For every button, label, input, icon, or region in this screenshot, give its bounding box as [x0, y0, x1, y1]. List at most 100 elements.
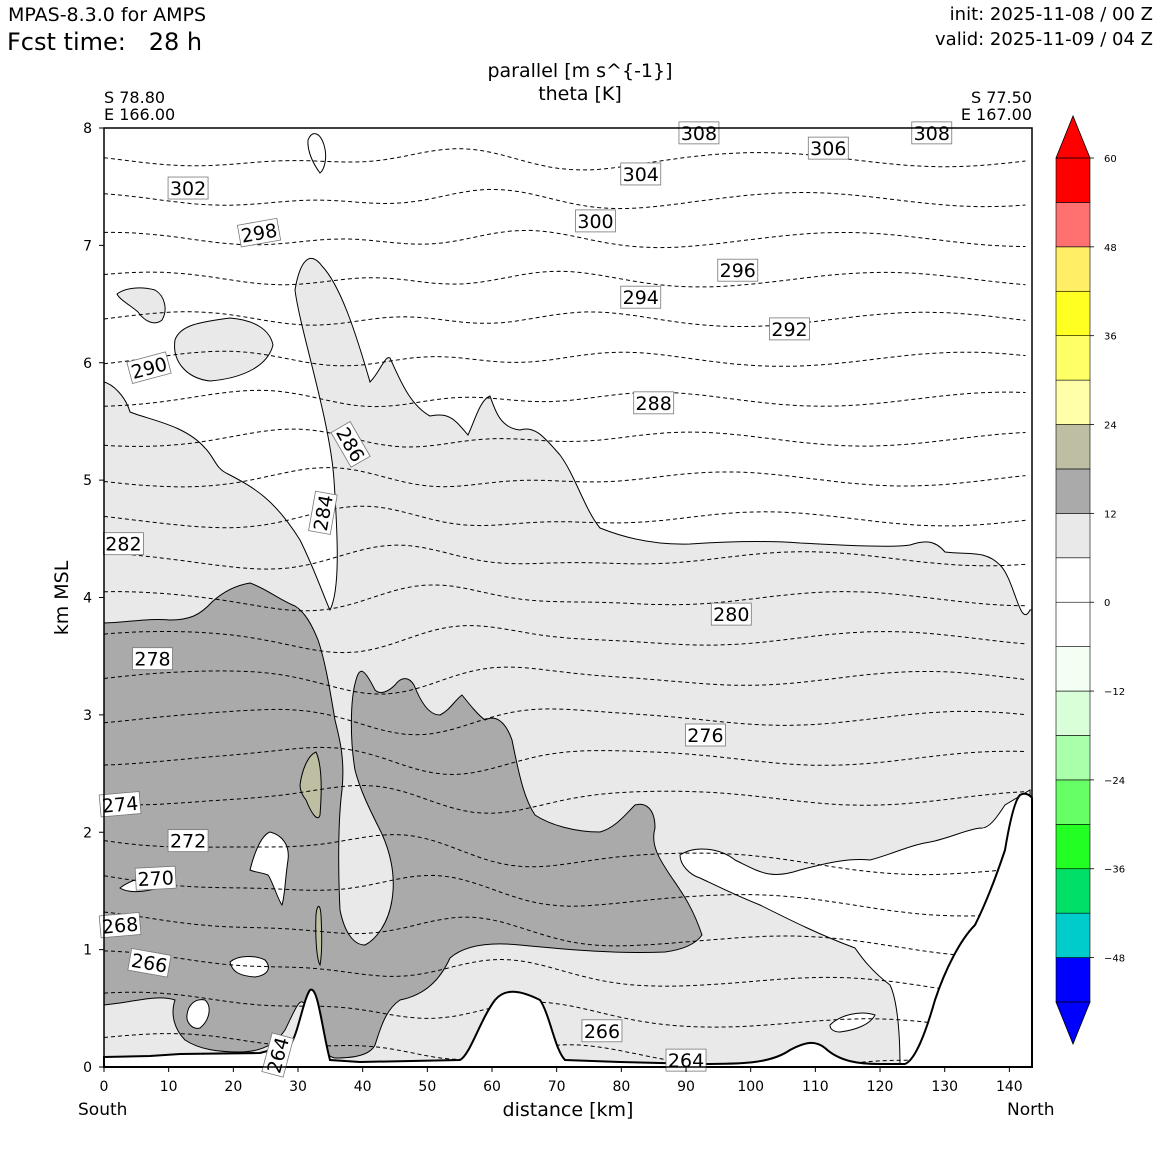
colorbar-tick-label: −12 [1104, 687, 1125, 698]
wind-shade-olive-blob [299, 751, 322, 819]
colorbar-under-arrow [1055, 1001, 1091, 1046]
colorbar-segment [1055, 335, 1091, 381]
y-tick-label: 0 [83, 1060, 92, 1076]
theta-contour-label: 288 [633, 391, 675, 415]
wind-shade-dark-region [104, 582, 703, 1059]
colorbar-segment [1055, 912, 1091, 958]
theta-contour-label: 308 [911, 121, 953, 145]
x-tick-label: 140 [996, 1079, 1023, 1095]
theta-contour-label: 282 [103, 532, 144, 556]
x-tick-label: 40 [354, 1079, 372, 1095]
contour-label-box [236, 217, 282, 248]
contour-label-text: 288 [636, 393, 672, 415]
wind-shade-light-blob [174, 317, 274, 382]
x-tick-label: 60 [483, 1079, 501, 1095]
theta-contour-line [104, 708, 1026, 736]
contour-label-box [132, 647, 173, 671]
theta-contour-label: 278 [132, 647, 173, 671]
north-label: North [1007, 1100, 1055, 1120]
y-tick-label: 2 [83, 825, 92, 841]
colorbar-tick-label: −24 [1104, 776, 1125, 787]
theta-contour-line [104, 389, 1026, 408]
contour-label-text: 268 [101, 914, 139, 939]
contour-label-box [167, 829, 209, 853]
right-endpoint-lat: S 77.50 [970, 88, 1032, 107]
contour-label-box [769, 317, 810, 341]
colorbar-tick-label: 48 [1104, 243, 1117, 254]
theta-contour-label: 284 [308, 490, 338, 535]
wind-shade-olive-blob [315, 905, 323, 967]
contour-label-box [575, 209, 616, 233]
contour-label-box [261, 1032, 294, 1078]
y-axis: 0 1 2 3 4 5 6 7 8 [83, 121, 104, 1076]
x-tick-label: 10 [160, 1079, 178, 1095]
valid-time: valid: 2025-11-09 / 04 Z [935, 29, 1153, 50]
colorbar-tick-label: −48 [1104, 954, 1125, 965]
y-tick-label: 1 [83, 943, 92, 959]
contour-label-text: 292 [771, 319, 807, 341]
x-tick-label: 90 [677, 1079, 695, 1095]
theta-contour-line [104, 350, 1026, 367]
contour-label-text: 290 [129, 353, 170, 384]
y-tick-label: 6 [83, 356, 92, 372]
wind-shade-white-hole [229, 956, 269, 978]
terrain [103, 792, 1033, 1068]
contour-label-text: 282 [105, 534, 141, 556]
theta-contour-label: 296 [717, 258, 759, 282]
colorbar-segment [1055, 513, 1091, 559]
colorbar-segment [1055, 246, 1091, 292]
theta-contour-label: 268 [98, 912, 142, 939]
x-axis: 0 10 20 30 40 50 60 70 80 90 100 110 120 130 140 [100, 1067, 1023, 1095]
contour-label-box [685, 723, 726, 747]
colorbar-segment [1055, 824, 1091, 870]
colorbar-segment [1055, 735, 1091, 781]
theta-contour-label: 306 [807, 136, 849, 160]
contour-label-text: 300 [577, 211, 613, 233]
x-tick-label: 100 [737, 1079, 764, 1095]
theta-contour-line [104, 911, 1026, 958]
contour-label-text: 302 [170, 178, 206, 200]
contour-label-box [330, 421, 371, 468]
theta-contour-line [104, 544, 1026, 570]
contour-label-box [167, 176, 209, 200]
colorbar-segment [1055, 601, 1091, 647]
contour-label-text: 306 [810, 138, 846, 160]
theta-contour-line [104, 467, 1026, 488]
contour-label-text: 266 [584, 1021, 620, 1043]
x-tick-label: 110 [802, 1079, 829, 1095]
colorbar-segment [1055, 202, 1091, 248]
theta-contour-label: 302 [167, 176, 209, 200]
contour-label-box [633, 391, 675, 415]
y-tick-label: 5 [83, 473, 92, 489]
chart-title-parallel: parallel [m s^{-1}] [487, 60, 673, 82]
contour-label-text: 272 [170, 831, 206, 853]
colorbar-segment [1055, 690, 1091, 736]
contour-label-text: 308 [914, 123, 950, 145]
contour-label-box [581, 1019, 623, 1043]
model-name: MPAS-8.3.0 for AMPS [8, 4, 207, 26]
theta-contour-label: 300 [575, 209, 616, 233]
contour-label-text: 274 [101, 793, 139, 818]
theta-contour-label: 294 [620, 285, 662, 309]
theta-contour-labels: 264 2642662662682702722742762782802822842… [98, 121, 953, 1078]
contour-label-box [126, 351, 172, 384]
theta-contour-line [104, 229, 1026, 249]
colorbar-tick-label: 24 [1104, 421, 1117, 432]
theta-contour-line [104, 950, 1026, 999]
contour-label-box [308, 490, 338, 535]
theta-contour-line [104, 874, 1026, 917]
contour-label-text: 304 [623, 164, 659, 186]
colorbar-segment [1055, 868, 1091, 914]
theta-contour-label: 292 [769, 317, 810, 341]
colorbar-segment [1055, 646, 1091, 692]
theta-contour-label: 272 [167, 829, 209, 853]
left-endpoint-lat: S 78.80 [104, 88, 166, 107]
colorbar-segment [1055, 468, 1091, 514]
south-label: South [78, 1100, 128, 1120]
colorbar-tick-label: −36 [1104, 865, 1125, 876]
theta-contour-label: 274 [98, 791, 142, 818]
x-tick-label: 20 [224, 1079, 242, 1095]
contour-label-box [717, 258, 759, 282]
theta-contour-line [104, 311, 1026, 327]
